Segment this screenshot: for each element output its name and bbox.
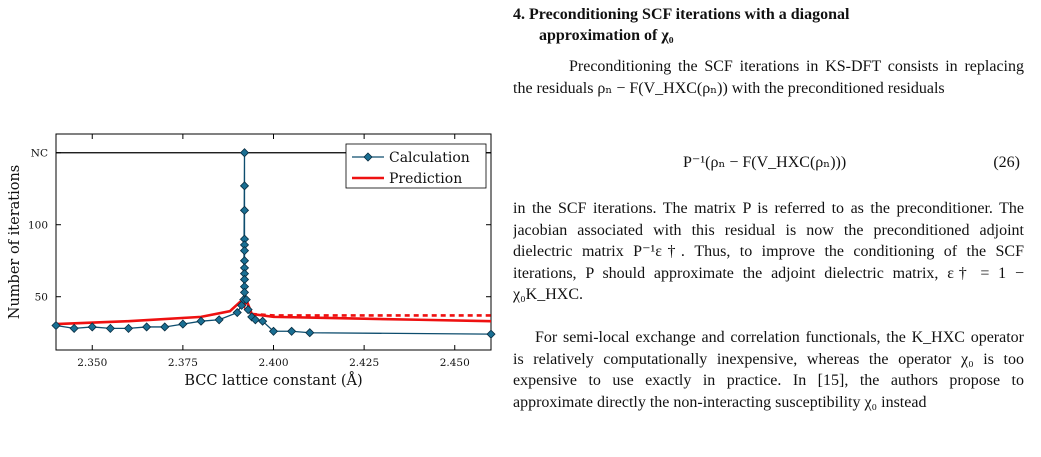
calculation-point [268,326,279,336]
calculation-point [243,305,253,315]
calculation-point [239,246,250,256]
x-tick-label: 2.450 [440,357,470,369]
calculation-point [486,329,496,339]
calculation-point [196,316,206,326]
prediction-line [55,295,492,326]
y-tick-label: NC [31,148,48,160]
calculation-point [239,148,250,158]
calculation-point [287,326,297,336]
calculation-point [239,205,250,215]
x-axis-label: BCC lattice constant (Å) [184,371,362,389]
equation-body: P⁻¹(ρₙ − F(V_HXC(ρₙ))) [683,154,847,171]
calculation-point [69,323,79,333]
calculation-point [239,181,250,191]
legend-prediction-label: Prediction [389,171,462,187]
x-tick-label: 2.400 [258,357,288,369]
x-tick-label: 2.350 [77,357,107,369]
y-axis-label: Number of iterations [7,165,23,319]
calculation-point [142,322,152,332]
plot-area: 2.350 2.375 2.400 2.425 2.450 50 100 NC BCC latt… [7,133,496,389]
calculation-point [250,315,260,325]
y-tick-label: 100 [28,220,48,232]
legend-calculation-label: Calculation [389,150,470,166]
calculation-point [241,295,251,305]
calculation-point [178,319,188,329]
calculation-point [239,287,250,297]
calculation-point [123,323,134,333]
section-title-line1: 4. Preconditioning SCF iterations with a… [513,6,850,23]
calculation-point [232,307,242,318]
paragraph-1: Preconditioning the SCF iterations in KS… [513,58,1024,97]
calculation-point [258,316,268,326]
paper-text-column: 4. Preconditioning SCF iterations with a… [513,0,1024,457]
x-tick-label: 2.375 [168,357,198,369]
prediction-dashed-line [251,312,491,317]
paragraph-3: For semi-local exchange and correlation … [513,329,1024,411]
calculation-point [160,322,170,332]
equation-26: P⁻¹(ρₙ − F(V_HXC(ρₙ))) (26) [513,152,1024,176]
convergence-figure: 2.350 2.375 2.400 2.425 2.450 50 100 NC BCC latt… [7,133,496,389]
legend-box [345,143,487,189]
x-tick-label: 2.425 [349,357,379,369]
section-title-line2: approximation of χ₀ [539,27,674,44]
calculation-point [105,323,115,333]
legend-calculation-marker [363,152,373,162]
section-title: 4. Preconditioning SCF iterations with a… [513,4,1024,46]
calculation-point [305,328,315,338]
calculation-point [214,315,224,325]
equation-number: (26) [993,154,1020,171]
paragraph-2: in the SCF iterations. The matrix P is r… [513,200,1024,304]
y-tick-label: 50 [35,292,48,304]
calculation-point [87,322,97,332]
calculation-point [51,320,61,331]
